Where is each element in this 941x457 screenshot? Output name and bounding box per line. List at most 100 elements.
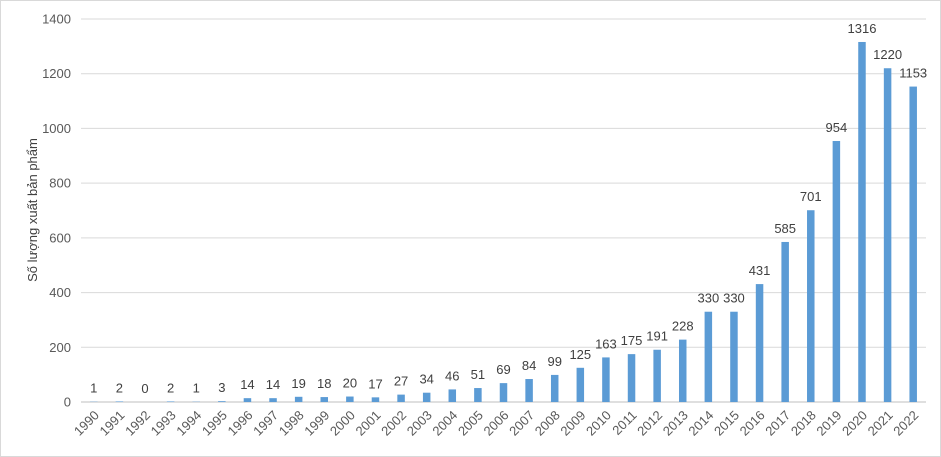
bar — [320, 397, 329, 402]
x-tick-label: 2013 — [660, 408, 691, 439]
x-tick-label: 2008 — [532, 408, 563, 439]
x-tick-label: 2011 — [609, 408, 639, 438]
data-label: 18 — [317, 376, 331, 391]
data-label: 99 — [547, 354, 561, 369]
data-label: 84 — [522, 358, 536, 373]
data-label: 585 — [774, 221, 796, 236]
bars — [90, 41, 917, 402]
data-label: 330 — [723, 291, 745, 306]
data-label: 17 — [368, 376, 382, 391]
bar — [807, 210, 815, 402]
x-tick-label: 2017 — [762, 408, 793, 439]
x-tick-label: 1999 — [301, 408, 332, 439]
bar — [397, 394, 405, 402]
data-label: 69 — [496, 362, 510, 377]
data-label: 2 — [167, 380, 174, 395]
data-label: 1153 — [899, 66, 927, 81]
bar — [858, 41, 866, 402]
bar — [678, 339, 687, 402]
data-label: 431 — [749, 263, 771, 278]
data-label: 1 — [193, 381, 200, 396]
x-tick-label: 1994 — [173, 408, 204, 439]
x-tick-label: 2005 — [455, 408, 486, 439]
x-tick-label: 2014 — [685, 408, 716, 439]
bar — [218, 401, 226, 402]
bar — [499, 383, 508, 402]
x-tick-label: 2002 — [378, 408, 409, 439]
x-tick-label: 1998 — [276, 408, 307, 439]
x-tick-label: 2019 — [813, 408, 844, 439]
bar — [525, 379, 533, 402]
y-tick-label: 600 — [49, 230, 71, 245]
bar — [448, 389, 457, 402]
data-label: 19 — [291, 376, 305, 391]
data-label: 14 — [266, 377, 280, 392]
x-tick-label: 2001 — [353, 408, 384, 439]
data-label: 20 — [343, 376, 357, 391]
x-tick-label: 1991 — [96, 408, 127, 439]
y-tick-label: 0 — [64, 395, 71, 410]
bar — [627, 354, 636, 402]
x-tick-label: 1990 — [71, 408, 102, 439]
data-label: 27 — [394, 374, 408, 389]
data-label: 2 — [116, 380, 123, 395]
y-tick-label: 800 — [49, 176, 71, 191]
x-tick-label: 2020 — [839, 408, 870, 439]
bar — [755, 284, 764, 402]
x-tick-label: 2006 — [481, 408, 512, 439]
bar — [115, 401, 124, 402]
data-label: 228 — [672, 319, 694, 334]
bar — [704, 311, 713, 402]
x-tick-label: 2003 — [404, 408, 435, 439]
data-label: 1 — [90, 381, 97, 396]
data-label: 701 — [800, 189, 822, 204]
y-tick-label: 400 — [49, 285, 71, 300]
bar — [602, 357, 610, 402]
data-label: 0 — [141, 381, 148, 396]
data-label: 3 — [218, 380, 225, 395]
bar — [550, 374, 559, 402]
bar — [883, 68, 892, 402]
data-label: 1220 — [873, 47, 902, 62]
x-tick-label: 2021 — [865, 408, 896, 439]
data-label: 46 — [445, 368, 459, 383]
bar — [909, 86, 917, 402]
data-label: 125 — [569, 347, 591, 362]
data-label: 34 — [419, 372, 433, 387]
x-tick-label: 1995 — [199, 408, 230, 439]
x-tick-label: 1997 — [250, 408, 281, 439]
x-tick-label: 1993 — [148, 408, 179, 439]
x-tick-label: 2022 — [890, 408, 921, 439]
y-tick-label: 200 — [49, 340, 71, 355]
x-tick-label: 1996 — [225, 408, 256, 439]
bar — [371, 397, 380, 402]
bar — [346, 396, 354, 402]
data-label: 954 — [826, 120, 848, 135]
gridlines — [81, 18, 926, 403]
data-label: 14 — [240, 377, 254, 392]
x-tick-label: 2007 — [506, 408, 537, 439]
x-tick-label: 2009 — [557, 408, 588, 439]
x-tick-label: 2016 — [737, 408, 768, 439]
y-axis-ticks: 0 200 400 600 800 1000 1200 1400 — [42, 12, 71, 410]
x-axis-ticks: 1990199119921993199419951996199719981999… — [71, 408, 921, 439]
x-tick-label: 2018 — [788, 408, 819, 439]
x-tick-label: 2004 — [429, 408, 460, 439]
bar — [653, 349, 661, 402]
x-tick-label: 2012 — [634, 408, 665, 439]
y-tick-label: 1000 — [42, 121, 71, 136]
data-label: 163 — [595, 336, 617, 351]
y-tick-label: 1200 — [42, 66, 71, 81]
bar — [832, 141, 841, 402]
x-tick-label: 2000 — [327, 408, 358, 439]
x-tick-label: 2010 — [583, 408, 614, 439]
bar — [422, 392, 431, 402]
x-tick-label: 2015 — [711, 408, 742, 439]
x-tick-label: 1992 — [122, 408, 153, 439]
bar — [474, 388, 482, 402]
bar — [576, 367, 585, 402]
y-tick-label: 1400 — [42, 12, 71, 27]
bar — [781, 241, 789, 402]
